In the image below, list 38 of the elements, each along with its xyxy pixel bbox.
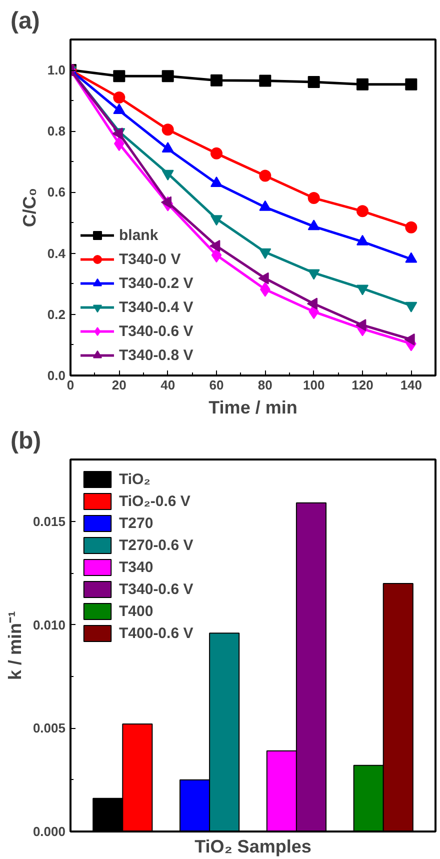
y-tick-label: 0.2 <box>47 306 66 322</box>
y-tick-label: 0.000 <box>32 824 66 839</box>
x-tick-label: 20 <box>112 378 126 392</box>
legend-label: T400-0.6 V <box>119 624 194 642</box>
x-tick-label: 60 <box>209 378 224 392</box>
legend-label: T340-0.8 V <box>119 346 194 364</box>
y-tick-label: 0.0 <box>47 368 66 383</box>
x-tick-label: 80 <box>258 378 272 392</box>
x-tick-label: 0 <box>66 378 74 392</box>
y-tick-label: 0.8 <box>47 124 66 139</box>
legend-label: TiO₂ <box>119 470 150 488</box>
y-tick-label: 0.6 <box>47 184 66 200</box>
x-axis-title: TiO₂ Samples <box>194 836 312 856</box>
y-tick-label: 0.015 <box>32 514 66 529</box>
y-tick-label: 0.005 <box>32 720 66 736</box>
y-axis-title: C/C₀ <box>19 188 40 228</box>
legend-label: T340-0.6 V <box>119 322 194 340</box>
legend-label: T270 <box>119 514 154 532</box>
legend-label: T340-0 V <box>119 250 181 268</box>
legend-label: T340-0.2 V <box>119 274 194 292</box>
legend-label: T340 <box>119 558 154 576</box>
x-axis-title: Time / min <box>208 398 298 418</box>
x-tick-label: 140 <box>400 378 422 392</box>
x-tick-label: 120 <box>352 378 374 392</box>
y-tick-label: 1.0 <box>47 62 66 78</box>
y-tick-label: 0.010 <box>32 617 66 632</box>
legend-label: T270-0.6 V <box>119 536 194 554</box>
legend-label: TiO₂-0.6 V <box>119 492 190 510</box>
legend-label: T400 <box>119 602 154 620</box>
chart-title: (a) <box>10 8 40 34</box>
legend-label: blank <box>119 226 158 244</box>
legend-label: T340-0.6 V <box>119 580 194 598</box>
y-axis-title: k / min⁻¹ <box>4 610 25 680</box>
x-tick-label: 40 <box>160 378 176 392</box>
y-tick-label: 0.4 <box>47 246 66 261</box>
x-tick-label: 100 <box>302 378 325 392</box>
chart-title: (b) <box>10 428 42 454</box>
legend-label: T340-0.4 V <box>119 298 194 316</box>
